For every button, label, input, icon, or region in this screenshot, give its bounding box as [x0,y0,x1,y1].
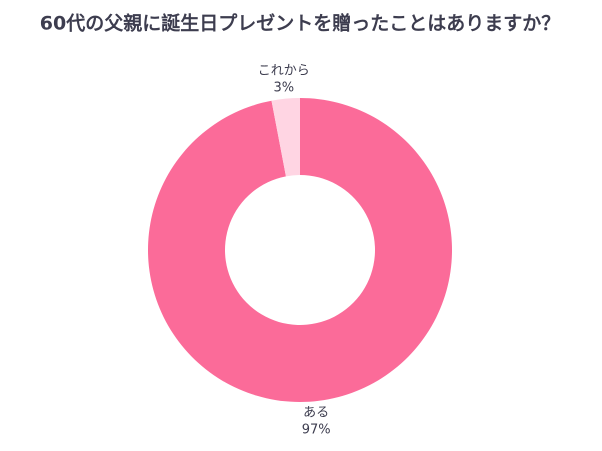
donut-slice [148,98,453,402]
slice-value-label: 3% [274,80,295,95]
slice-value-label: 97% [302,423,331,438]
chart-title: 60代の父親に誕生日プレゼントを贈ったことはありますか？ [40,12,560,35]
slice-label: ある [303,406,329,421]
donut-slice [271,98,300,177]
slice-label: これから [258,63,310,78]
